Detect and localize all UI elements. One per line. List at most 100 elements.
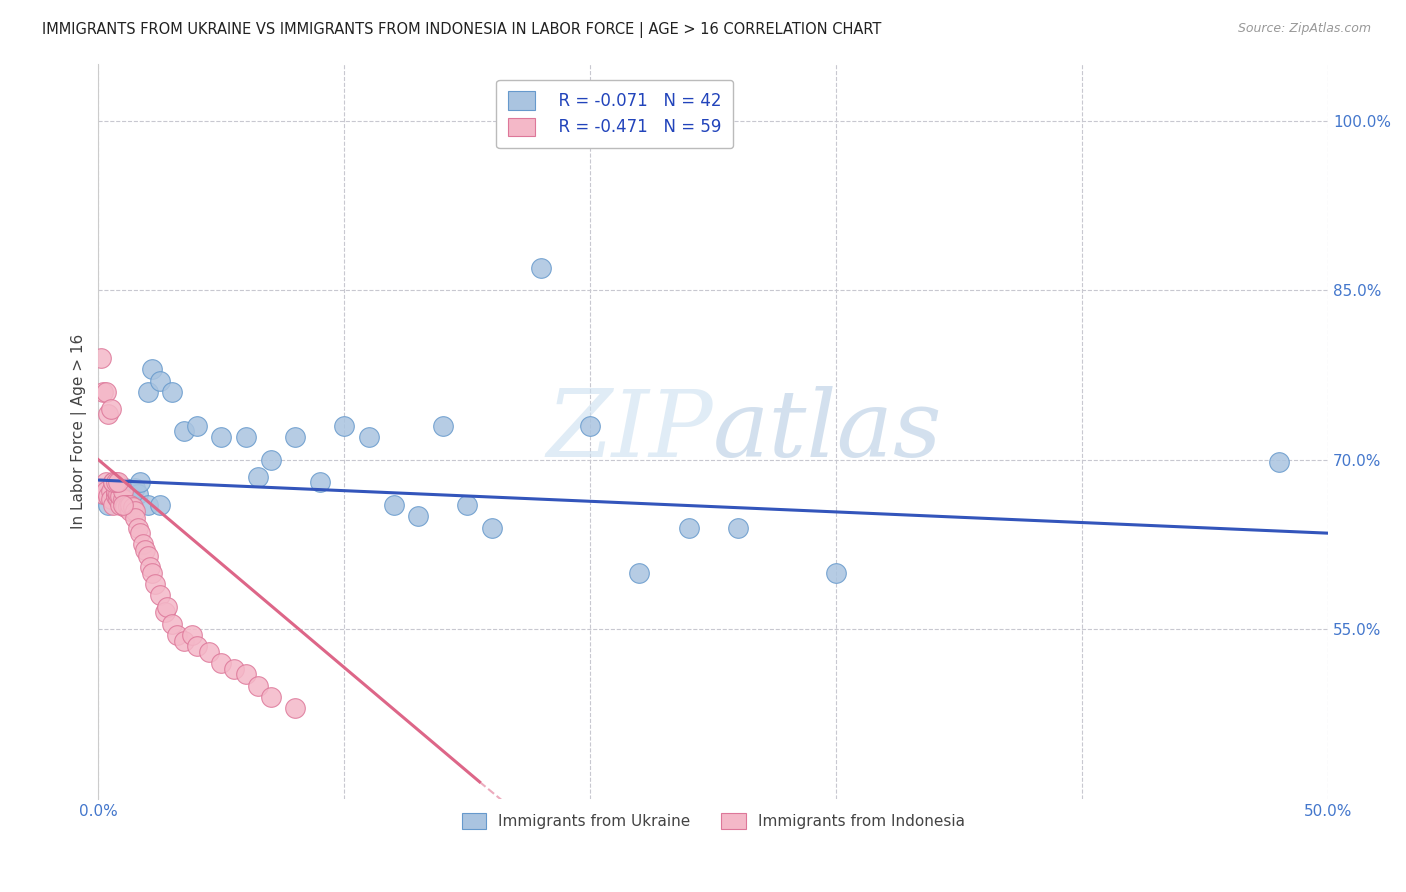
Point [209, 656, 232, 670]
Point [114, 500, 136, 515]
Point [117, 484, 139, 499]
Point [104, 486, 127, 500]
Point [156, 599, 179, 614]
Point [247, 679, 270, 693]
Point [107, 486, 129, 500]
Point [180, 628, 202, 642]
Point [530, 260, 553, 275]
Point [91, 486, 114, 500]
Point [101, 475, 124, 490]
Point [727, 520, 749, 534]
Point [117, 498, 139, 512]
Point [124, 503, 146, 517]
Point [110, 489, 132, 503]
Point [97, 498, 120, 512]
Point [160, 384, 183, 399]
Point [100, 401, 122, 416]
Point [284, 701, 307, 715]
Point [149, 498, 172, 512]
Point [149, 374, 172, 388]
Text: IMMIGRANTS FROM UKRAINE VS IMMIGRANTS FROM INDONESIA IN LABOR FORCE | AGE > 16 C: IMMIGRANTS FROM UKRAINE VS IMMIGRANTS FR… [42, 22, 882, 38]
Point [104, 489, 127, 503]
Point [160, 616, 183, 631]
Point [136, 549, 159, 563]
Legend: Immigrants from Ukraine, Immigrants from Indonesia: Immigrants from Ukraine, Immigrants from… [456, 806, 972, 835]
Point [114, 481, 136, 495]
Text: Source: ZipAtlas.com: Source: ZipAtlas.com [1237, 22, 1371, 36]
Point [357, 430, 380, 444]
Point [104, 475, 127, 490]
Point [90, 351, 112, 365]
Point [129, 475, 152, 490]
Point [149, 588, 172, 602]
Point [121, 500, 143, 515]
Point [101, 492, 124, 507]
Point [107, 475, 129, 490]
Point [579, 418, 602, 433]
Point [198, 645, 221, 659]
Point [209, 430, 232, 444]
Point [127, 486, 149, 500]
Point [134, 543, 156, 558]
Point [235, 667, 257, 681]
Point [143, 577, 166, 591]
Point [111, 498, 134, 512]
Point [825, 566, 848, 580]
Point [432, 418, 454, 433]
Point [120, 489, 142, 503]
Point [186, 639, 208, 653]
Y-axis label: In Labor Force | Age > 16: In Labor Force | Age > 16 [72, 334, 87, 529]
Point [107, 492, 129, 507]
Text: atlas: atlas [713, 386, 943, 476]
Point [104, 484, 127, 499]
Point [111, 492, 134, 507]
Point [628, 566, 651, 580]
Point [173, 633, 195, 648]
Point [131, 537, 153, 551]
Point [97, 489, 120, 503]
Point [100, 486, 122, 500]
Text: ZIP: ZIP [547, 386, 713, 476]
Point [173, 425, 195, 439]
Point [120, 503, 142, 517]
Point [101, 498, 124, 512]
Point [120, 498, 142, 512]
Point [124, 511, 146, 525]
Point [406, 509, 429, 524]
Point [166, 628, 188, 642]
Point [259, 690, 281, 704]
Point [100, 484, 122, 499]
Point [678, 520, 700, 534]
Point [1268, 455, 1291, 469]
Point [127, 520, 149, 534]
Point [110, 492, 132, 507]
Point [136, 498, 159, 512]
Point [382, 498, 405, 512]
Point [91, 384, 114, 399]
Point [94, 475, 117, 490]
Point [114, 498, 136, 512]
Point [94, 484, 117, 499]
Point [111, 484, 134, 499]
Point [308, 475, 330, 490]
Point [110, 498, 132, 512]
Point [136, 384, 159, 399]
Point [139, 560, 162, 574]
Point [247, 469, 270, 483]
Point [481, 520, 503, 534]
Point [97, 408, 120, 422]
Point [104, 489, 127, 503]
Point [94, 384, 117, 399]
Point [259, 452, 281, 467]
Point [153, 605, 176, 619]
Point [141, 362, 163, 376]
Point [141, 566, 163, 580]
Point [235, 430, 257, 444]
Point [222, 662, 245, 676]
Point [456, 498, 478, 512]
Point [117, 500, 139, 515]
Point [90, 481, 112, 495]
Point [111, 486, 134, 500]
Point [124, 481, 146, 495]
Point [333, 418, 356, 433]
